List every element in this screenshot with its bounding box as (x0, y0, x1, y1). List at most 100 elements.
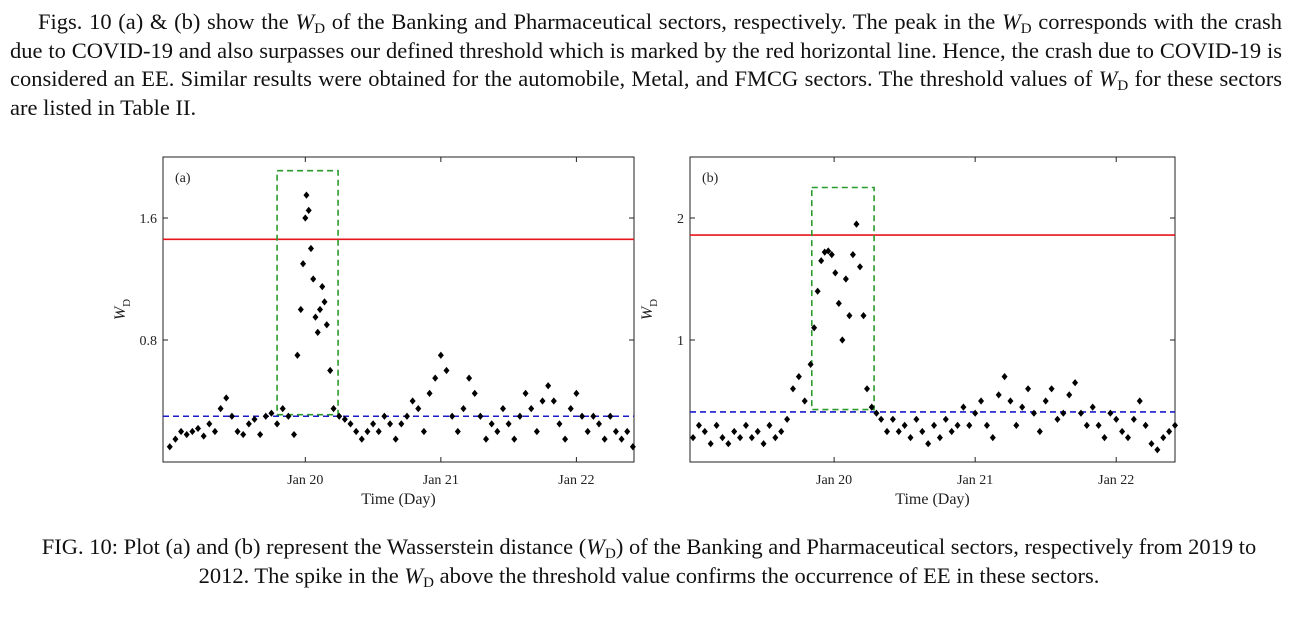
data-point (200, 432, 207, 440)
data-point (443, 366, 450, 375)
data-point (1077, 409, 1084, 417)
math-subscript: D (121, 299, 133, 307)
math: WD (1002, 9, 1032, 37)
x-tick-label: Jan 22 (558, 473, 594, 488)
x-tick-label: Jan 21 (957, 473, 993, 488)
data-point (849, 251, 856, 259)
data-point (590, 412, 597, 420)
data-point (550, 397, 557, 405)
data-point (528, 405, 535, 413)
data-point (701, 427, 708, 436)
data-point (398, 420, 405, 428)
data-point (454, 427, 461, 436)
x-tick-label: Jan 21 (423, 473, 459, 488)
data-point (901, 421, 908, 429)
data-point (1054, 415, 1061, 423)
data-point (364, 427, 371, 436)
highlight-box (810, 186, 875, 411)
data-point (195, 424, 202, 433)
data-point (302, 214, 309, 222)
data-point (1025, 385, 1032, 393)
data-point (1030, 409, 1037, 417)
math-subscript: D (423, 575, 434, 591)
data-point (801, 397, 808, 405)
data-point (1042, 397, 1049, 405)
data-point (1013, 421, 1020, 429)
data-point (907, 434, 914, 442)
data-point (305, 206, 312, 214)
data-point (960, 403, 967, 411)
data-point (784, 415, 791, 423)
data-point (511, 435, 518, 443)
data-point (919, 427, 926, 436)
data-point (1095, 421, 1102, 429)
data-point (1166, 427, 1173, 436)
math-subscript: D (1117, 78, 1129, 94)
data-point (516, 412, 523, 420)
data-point (321, 298, 328, 306)
data-point (556, 420, 563, 428)
math: WD (295, 9, 325, 37)
math-subscript: D (648, 299, 660, 307)
data-point (1007, 397, 1014, 405)
data-point (297, 305, 304, 314)
data-point (307, 244, 314, 253)
data-point (853, 220, 860, 228)
data-point (719, 434, 726, 442)
panel-label: (b) (702, 171, 719, 186)
data-point (257, 430, 264, 439)
data-point (1113, 415, 1120, 423)
data-point (172, 435, 179, 443)
data-point (1130, 415, 1137, 423)
data-point (562, 435, 569, 443)
data-point (737, 434, 744, 442)
data-point (319, 283, 326, 291)
y-tick-label: 1 (677, 334, 684, 349)
plot-frame (162, 156, 635, 463)
data-point (1107, 409, 1114, 417)
data-point (370, 420, 377, 428)
x-tick-label: Jan 20 (816, 473, 852, 488)
data-point (1124, 434, 1131, 442)
data-point (889, 415, 896, 423)
data-point (240, 430, 247, 439)
data-point (995, 391, 1002, 399)
y-tick-label: 0.8 (140, 334, 158, 349)
data-point (1119, 427, 1126, 436)
data-point (942, 415, 949, 423)
data-point (314, 328, 321, 336)
data-point (1154, 446, 1161, 454)
math-symbol: W (1098, 66, 1118, 91)
text-run: of the Banking and Pharmaceutical sector… (325, 9, 1002, 34)
data-point (291, 430, 298, 439)
data-point (251, 415, 258, 423)
data-point (310, 275, 317, 283)
math-symbol: W (112, 305, 129, 320)
math: WD (404, 563, 434, 591)
data-point (1142, 421, 1149, 429)
data-point (449, 412, 456, 420)
y-tick-label: 2 (677, 212, 684, 227)
data-point (842, 275, 849, 283)
data-point (1048, 385, 1055, 393)
data-point (477, 412, 484, 420)
y-axis-label: WD (639, 299, 660, 320)
data-point (972, 409, 979, 417)
data-point (403, 412, 410, 420)
data-point (317, 305, 323, 314)
figure-caption: FIG. 10: Plot (a) and (b) represent the … (20, 532, 1278, 591)
data-point (760, 440, 767, 448)
data-point (166, 443, 173, 451)
math-symbol: W (404, 563, 424, 588)
data-point (178, 427, 185, 436)
data-point (1089, 403, 1096, 411)
data-point (601, 435, 608, 443)
data-point (488, 420, 495, 428)
data-point (211, 427, 218, 436)
data-point (825, 247, 832, 255)
data-point (868, 403, 875, 411)
data-point (864, 385, 871, 393)
data-point (206, 420, 213, 428)
data-point (873, 409, 880, 417)
